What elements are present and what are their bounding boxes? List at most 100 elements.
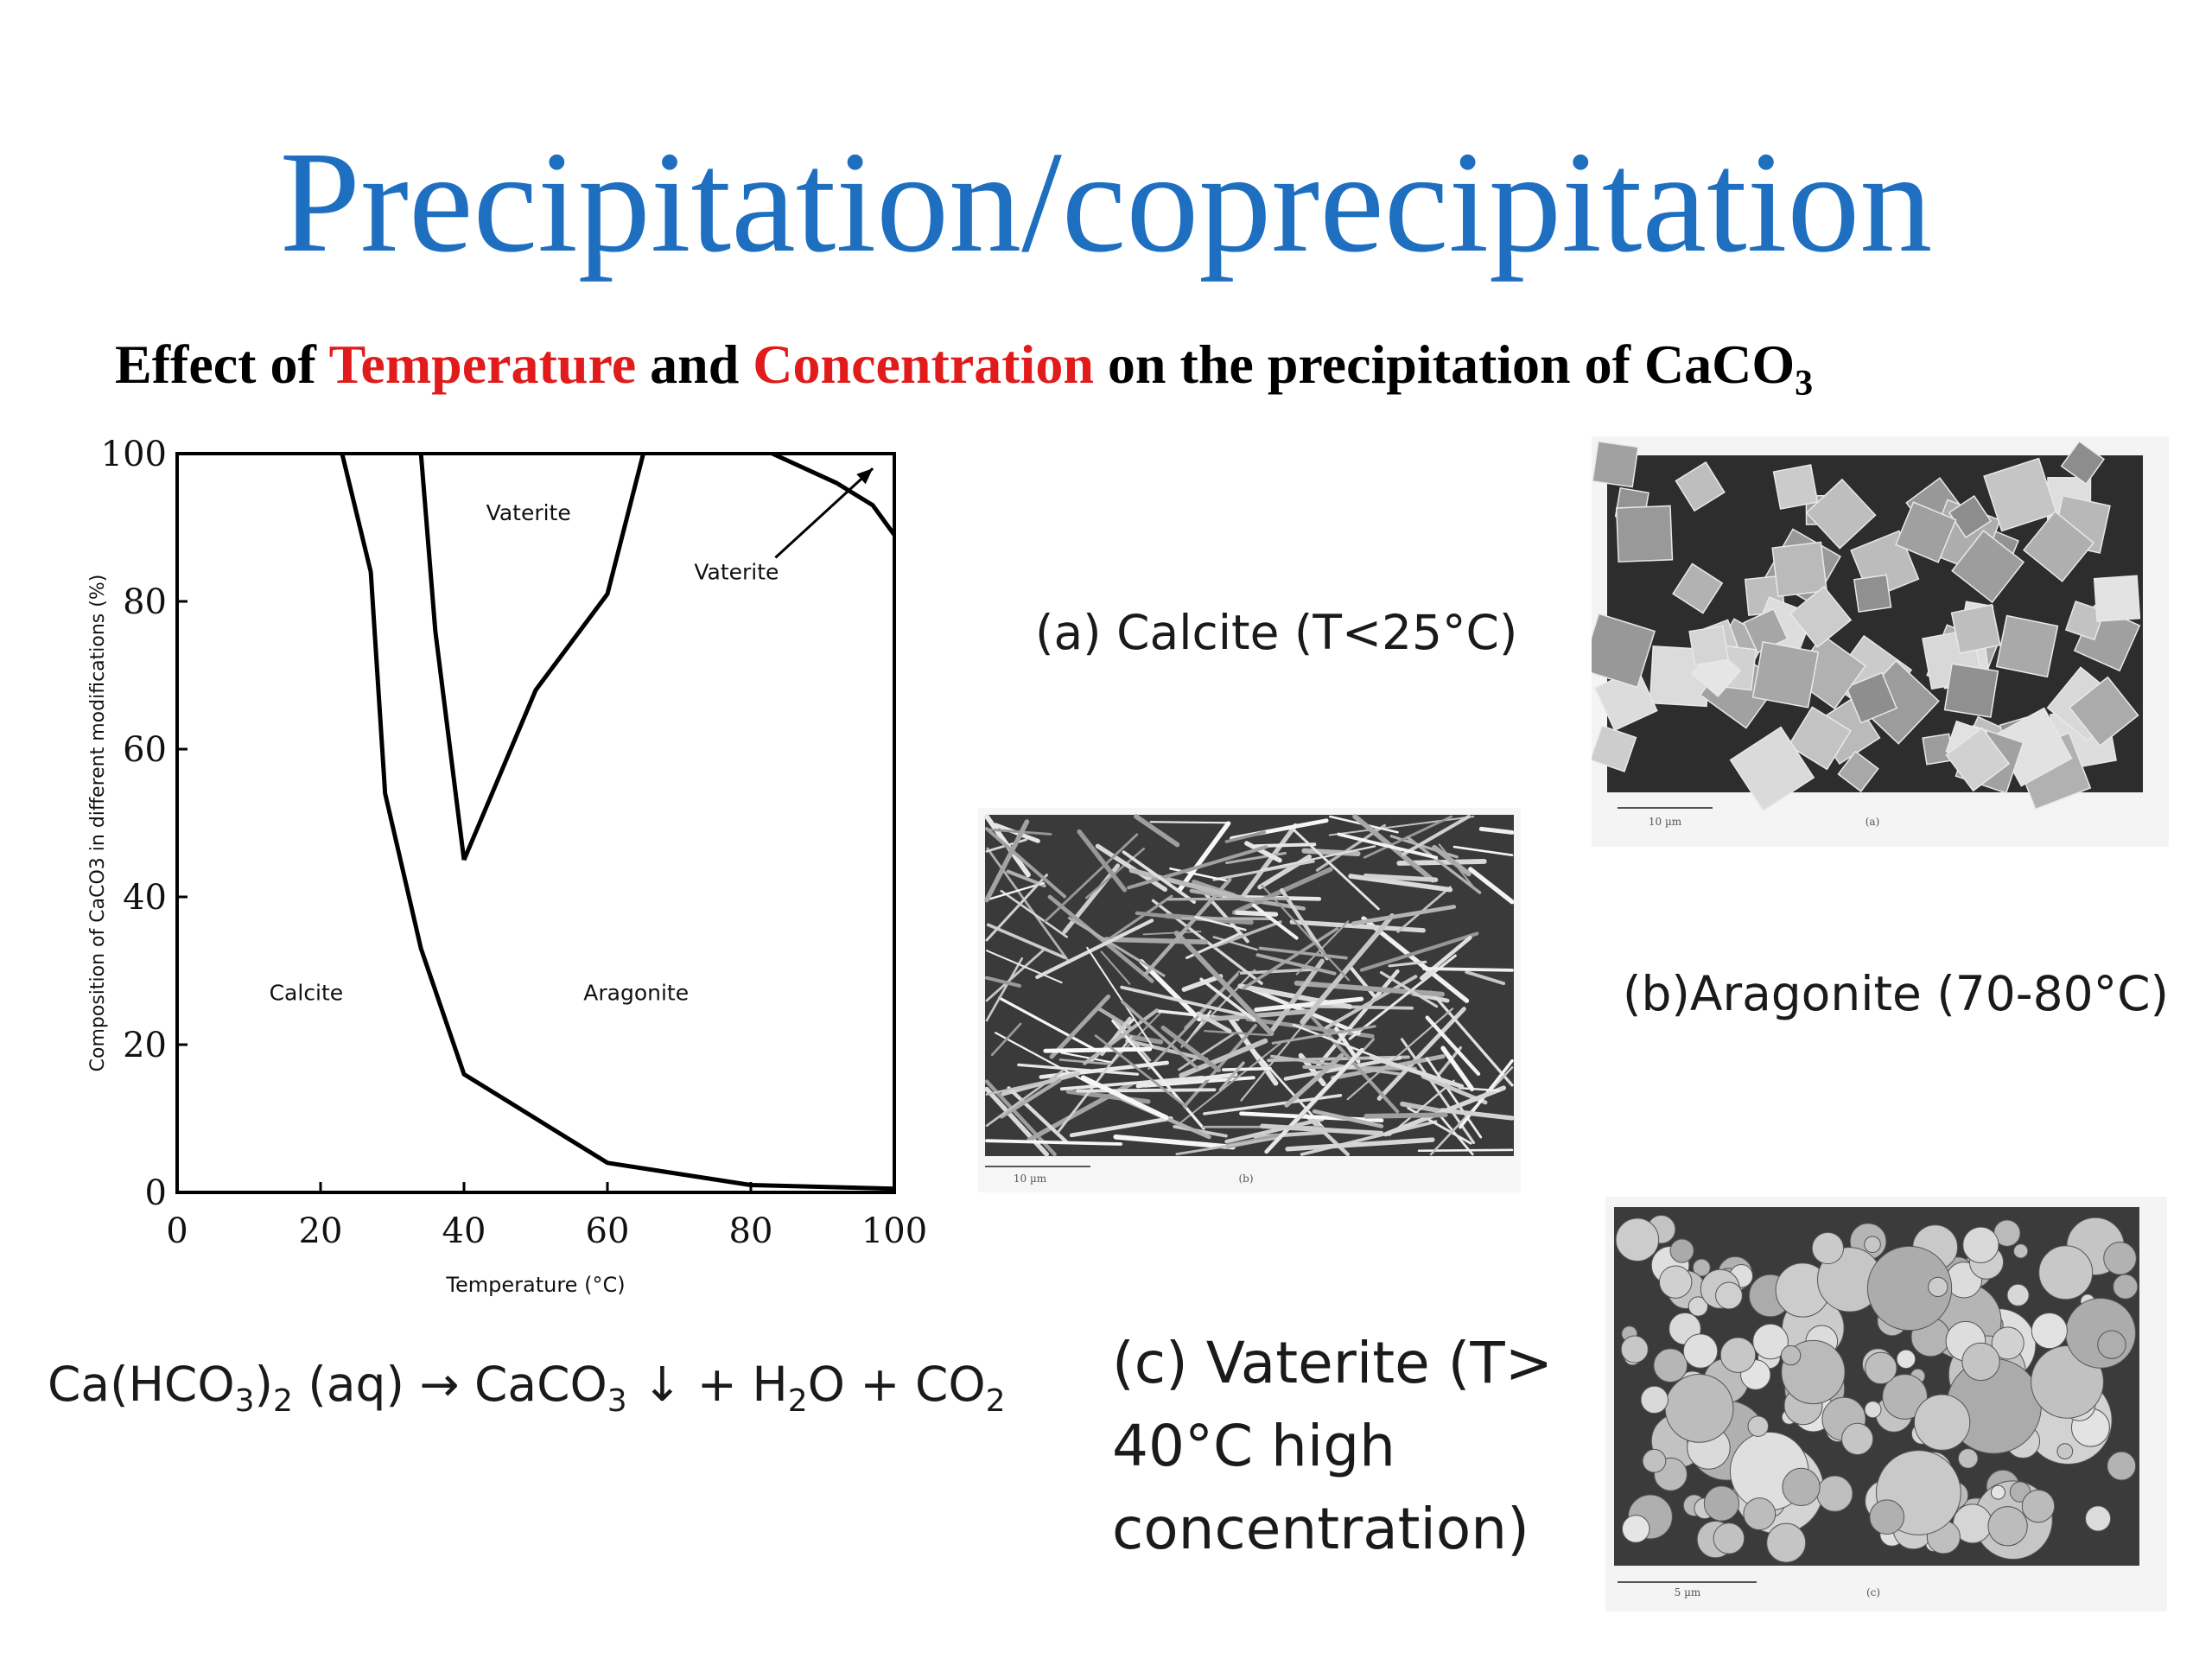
- crystal: [1160, 1025, 1221, 1072]
- crystal: [1383, 1085, 1507, 1137]
- crystal: [1688, 625, 1729, 666]
- crystal: [1043, 1046, 1153, 1053]
- crystal: [1234, 910, 1279, 917]
- crystal: [1173, 931, 1274, 1037]
- crystal: [1837, 750, 1879, 792]
- crystal: [2097, 1330, 2126, 1359]
- eq-part: [627, 1357, 642, 1412]
- calcite-micrograph: 10 µm (a): [1592, 436, 2169, 847]
- calcite-crystals: [1592, 440, 2141, 812]
- crystal: [1440, 1046, 1475, 1091]
- crystal: [1864, 1236, 1881, 1254]
- aragonite-micrograph: 10 µm (b): [978, 808, 1521, 1192]
- arrow-head-icon: [856, 468, 874, 485]
- crystal: [1337, 832, 1439, 860]
- crystal: [1245, 1017, 1375, 1039]
- crystal: [1303, 1004, 1414, 1010]
- crystal: [1113, 1134, 1236, 1150]
- crystal: [1458, 1087, 1501, 1092]
- crystal: [1420, 935, 1472, 981]
- crystal: [1438, 843, 1478, 893]
- crystal: [1692, 1258, 1711, 1277]
- crystal: [1060, 1052, 1114, 1064]
- crystal: [985, 950, 1063, 984]
- crystal: [1452, 845, 1514, 856]
- crystal: [1204, 1030, 1271, 1037]
- crystal: [1943, 663, 1999, 718]
- crystal: [1729, 726, 1815, 812]
- crystal: [1251, 903, 1299, 940]
- crystal: [1743, 1497, 1777, 1530]
- crystal: [1067, 916, 1166, 977]
- eq-part: + H: [682, 1357, 788, 1412]
- crystal: [1134, 814, 1180, 848]
- region-label: Vaterite: [694, 559, 779, 584]
- crystal: [1351, 905, 1457, 926]
- crystal: [1261, 884, 1351, 982]
- crystal: [1866, 1245, 1953, 1332]
- x-tick-label: 80: [729, 1211, 773, 1251]
- crystal: [1194, 915, 1247, 931]
- crystal: [1239, 968, 1321, 975]
- caption-aragonite: (b)Aragonite (70-80°C): [1623, 966, 2169, 1021]
- vaterite-crystals: [1615, 1215, 2139, 1563]
- figure-label: (b): [1238, 1173, 1253, 1185]
- crystal: [1592, 441, 1639, 488]
- crystal: [1675, 461, 1726, 512]
- caption-vaterite: (c) Vaterite (T> 40°C high concentration…: [1112, 1322, 1553, 1571]
- reaction-equation: Ca(HCO3)2 (aq) → CaCO3 ↓ + H2O + CO2: [48, 1357, 1006, 1419]
- region-label: Vaterite: [486, 500, 571, 525]
- crystal: [1429, 990, 1514, 1087]
- aragonite-crystals: [984, 814, 1515, 1157]
- eq-part: Ca(HCO: [48, 1357, 235, 1412]
- crystal: [1465, 970, 1506, 986]
- crystal: [1780, 1344, 1802, 1366]
- crystal: [2056, 1443, 2074, 1460]
- crystal: [1142, 877, 1232, 977]
- crystal: [1291, 827, 1380, 911]
- crystal: [985, 1068, 1065, 1128]
- crystal: [1169, 867, 1228, 882]
- crystal: [1653, 1348, 1688, 1383]
- crystal: [1995, 614, 2059, 678]
- crystal: [1212, 936, 1258, 951]
- y-tick-label: 40: [123, 878, 167, 918]
- crystal: [1950, 603, 2001, 654]
- crystal: [2113, 1274, 2139, 1300]
- phase-diagram-chart: 0 20 40 60 80 100 0 20 40 60 80 100 Temperature (°C)…: [87, 435, 927, 1297]
- crystal: [1640, 1385, 1669, 1414]
- caption-calcite: (a) Calcite (T<25°C): [1035, 605, 1518, 660]
- crystal: [1895, 501, 1957, 563]
- crystal: [1789, 585, 1853, 648]
- x-tick-label: 100: [861, 1211, 927, 1251]
- crystal: [1771, 541, 1827, 598]
- crystal: [2006, 1283, 2030, 1306]
- subtitle-temperature: Temperature: [328, 334, 637, 395]
- eq-sub: 3: [607, 1383, 627, 1419]
- crystal: [1621, 1515, 1650, 1543]
- crystal: [1179, 1042, 1282, 1124]
- crystal: [1120, 985, 1245, 1017]
- crystal: [1039, 1060, 1169, 1079]
- crystal: [1254, 996, 1364, 1013]
- crystal: [1086, 946, 1154, 1048]
- subtitle-suffix-sub: 3: [1795, 364, 1814, 404]
- crystal: [1109, 894, 1173, 939]
- caption-vaterite-line2: 40°C high: [1112, 1413, 1395, 1479]
- y-tick-label: 80: [123, 582, 167, 622]
- crystal: [1049, 994, 1111, 1059]
- crystal: [1178, 1032, 1236, 1071]
- crystal: [1212, 860, 1315, 881]
- crystal: [1422, 967, 1514, 972]
- crystal: [1135, 911, 1174, 919]
- crystal: [1957, 1448, 1979, 1469]
- crystal: [1951, 530, 2025, 604]
- crystal: [995, 1032, 1095, 1087]
- crystal: [1001, 1071, 1081, 1096]
- crystal: [1271, 1025, 1376, 1045]
- crystal: [1103, 937, 1208, 945]
- crystal: [1948, 494, 1992, 539]
- eq-part: (aq): [292, 1357, 420, 1412]
- eq-sub: 2: [787, 1383, 808, 1419]
- crystal: [1376, 1007, 1466, 1101]
